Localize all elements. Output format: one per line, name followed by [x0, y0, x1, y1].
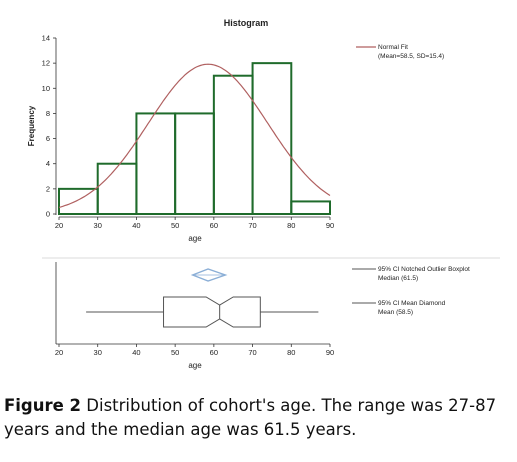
histogram-bar	[135, 112, 177, 215]
caption-text: Distribution of cohort's age. The range …	[4, 396, 497, 439]
boxplot-x-tick-label: 80	[287, 348, 295, 357]
histogram-x-tick-label: 80	[287, 221, 295, 230]
histogram-bar	[58, 187, 99, 216]
histogram-y-tick-label: 8	[46, 109, 50, 118]
figure: Histogram Frequency age 0 2 4 6 8 10 12 14 20 30 4…	[27, 18, 500, 370]
legend-diamond-mean: Mean (58.5)	[378, 309, 413, 316]
histogram-bar	[251, 62, 293, 216]
normal-fit-curve	[58, 63, 331, 208]
histogram-y-tick-label: 2	[46, 184, 50, 193]
histogram-bar	[174, 112, 215, 215]
boxplot-x-tick-label: 30	[94, 348, 102, 357]
boxplot-axes: 20 30 40 50 60 70 80 90	[55, 262, 334, 357]
histogram-y-axis-label: Frequency	[27, 105, 36, 146]
histogram-bar	[290, 200, 331, 216]
histogram-bar	[212, 74, 254, 216]
boxplot-legend: 95% CI Notched Outlier Boxplot Median (6…	[352, 266, 470, 316]
histogram-panel: Histogram Frequency age 0 2 4 6 8 10 12 14 20 30 4…	[27, 18, 444, 243]
legend-diamond-label: 95% CI Mean Diamond	[378, 300, 446, 307]
figure-caption: Figure 2 Distribution of cohort's age. T…	[4, 394, 509, 442]
boxplot-x-tick-label: 70	[248, 348, 256, 357]
histogram-x-tick-label: 60	[210, 221, 218, 230]
caption-label: Figure 2	[4, 396, 82, 415]
boxplot-marks	[86, 268, 319, 328]
histogram-legend: Normal Fit (Mean=58.5, SD=15.4)	[356, 44, 444, 60]
boxplot-x-tick-label: 90	[326, 348, 334, 357]
histogram-y-tick-label: 10	[42, 84, 50, 93]
histogram-y-tick-label: 4	[46, 159, 50, 168]
boxplot-x-tick-label: 20	[55, 348, 63, 357]
boxplot-x-tick-label: 40	[132, 348, 140, 357]
boxplot-panel: age 20 30 40 50 60 70 80 90 95% CI Notched Outl…	[55, 262, 470, 370]
histogram-x-tick-label: 70	[248, 221, 256, 230]
histogram-title: Histogram	[224, 18, 269, 28]
legend-normal-fit-label: Normal Fit	[378, 44, 408, 51]
legend-boxplot-label: 95% CI Notched Outlier Boxplot	[378, 266, 470, 273]
boxplot-x-tick-label: 50	[171, 348, 179, 357]
histogram-y-tick-label: 14	[42, 34, 50, 43]
histogram-x-tick-label: 30	[94, 221, 102, 230]
histogram-bar	[96, 162, 138, 215]
histogram-x-tick-label: 50	[171, 221, 179, 230]
legend-boxplot-median: Median (61.5)	[378, 275, 418, 282]
histogram-x-tick-label: 20	[55, 221, 63, 230]
histogram-axes: 0 2 4 6 8 10 12 14 20 30 40 50 60 70 80 90	[42, 34, 335, 231]
histogram-x-tick-label: 40	[132, 221, 140, 230]
histogram-bars	[58, 62, 331, 216]
boxplot-x-axis-label: age	[188, 361, 202, 370]
histogram-y-tick-label: 12	[42, 59, 50, 68]
histogram-y-tick-label: 0	[46, 210, 50, 219]
boxplot-x-tick-label: 60	[210, 348, 218, 357]
histogram-y-tick-label: 6	[46, 134, 50, 143]
legend-normal-fit-params: (Mean=58.5, SD=15.4)	[378, 53, 444, 60]
histogram-x-axis-label: age	[188, 234, 202, 243]
boxplot-notched-box	[163, 296, 261, 328]
histogram-x-tick-label: 90	[326, 221, 334, 230]
